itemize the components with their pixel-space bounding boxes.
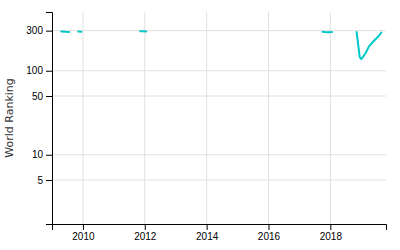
y-tick: 10 (32, 149, 52, 160)
grid-line-x (330, 12, 331, 224)
y-tick-label: 300 (26, 25, 43, 36)
line-segment (78, 31, 81, 33)
x-tick: 2016 (258, 224, 281, 242)
y-tick-mark (46, 180, 52, 181)
y-tick: 5 (37, 175, 52, 186)
x-tick-mark (330, 224, 331, 230)
y-tick-mark (46, 96, 52, 97)
grid (52, 12, 386, 224)
x-tick-label: 2014 (196, 231, 219, 242)
x-tick-label: 2010 (72, 231, 95, 242)
x-tick-label: 2016 (258, 231, 281, 242)
y-axis: 5 10 50 100 300 (26, 13, 52, 225)
grid-line-x (268, 12, 269, 224)
y-axis-line (46, 13, 53, 225)
grid-line-y (52, 180, 386, 181)
x-tick: 2012 (134, 224, 157, 242)
x-tick-mark (83, 224, 84, 230)
grid-line-y (52, 30, 386, 31)
x-tick-label: 2012 (134, 231, 157, 242)
y-tick-mark (46, 71, 52, 72)
y-tick-mark (46, 31, 52, 32)
x-tick-mark (207, 224, 208, 230)
grid-line-x (82, 12, 83, 224)
line-segment (357, 32, 382, 59)
y-tick-mark (46, 155, 52, 156)
x-axis: 2010 2012 2014 2016 2018 (53, 224, 387, 242)
x-axis-line (53, 225, 387, 231)
grid-line-x (206, 12, 207, 224)
x-tick: 2018 (320, 224, 343, 242)
y-tick-label: 10 (32, 149, 44, 160)
x-tick: 2014 (196, 224, 219, 242)
y-tick: 100 (26, 65, 52, 76)
x-tick: 2010 (72, 224, 95, 242)
line-segment (140, 30, 146, 32)
plot: 2010 2012 2014 2016 2018 5 10 50 100 300 (26, 12, 386, 242)
line-segment (61, 30, 69, 33)
y-tick: 50 (32, 91, 52, 102)
y-tick-label: 50 (32, 91, 44, 102)
x-tick-mark (268, 224, 269, 230)
grid-line-x (144, 12, 145, 224)
chart-svg: 2010 2012 2014 2016 2018 5 10 50 100 300 World Ran… (0, 0, 400, 250)
grid-line-y (52, 154, 386, 155)
y-axis-title: World Ranking (3, 78, 16, 158)
series-group (61, 31, 381, 59)
y-tick-label: 5 (37, 175, 43, 186)
y-tick: 300 (26, 25, 52, 36)
x-tick-mark (145, 224, 146, 230)
chart-container: 2010 2012 2014 2016 2018 5 10 50 100 300 World Ran… (0, 0, 400, 250)
x-tick-label: 2018 (320, 231, 343, 242)
y-tick-label: 100 (26, 65, 43, 76)
grid-line-y (52, 96, 386, 97)
grid-line-y (52, 70, 386, 71)
line-segment (323, 31, 332, 34)
